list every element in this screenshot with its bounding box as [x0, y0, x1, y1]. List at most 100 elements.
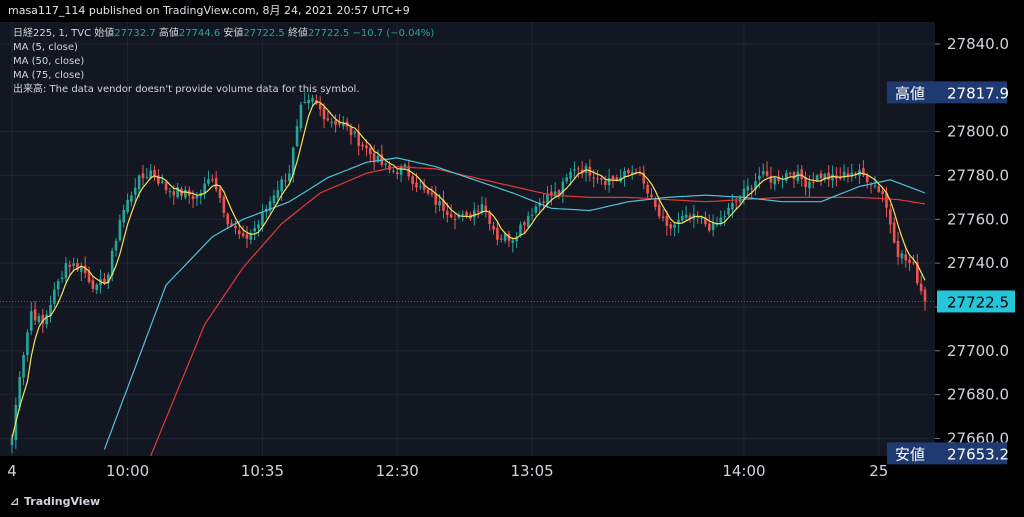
candle-body [476, 210, 480, 212]
candle-body [630, 171, 634, 174]
candle-body [261, 212, 264, 226]
candle-body [153, 169, 156, 178]
candle-body [550, 191, 553, 196]
candle-body [815, 175, 819, 181]
price-chart[interactable]: 27660.027680.027700.027720.027740.027760… [0, 22, 1024, 486]
candle-body [800, 169, 804, 180]
candle-body [334, 120, 337, 125]
candle-body [157, 175, 160, 184]
candle-body [472, 210, 476, 218]
candle-body [761, 171, 765, 175]
candle-body [881, 191, 884, 195]
candle-body [499, 238, 503, 240]
candle-body [854, 173, 857, 175]
candle-body [257, 224, 260, 229]
candle-body [538, 202, 542, 207]
candle-body [299, 104, 303, 129]
candle-body [295, 126, 299, 147]
candle-body [773, 177, 777, 185]
candle-body [569, 171, 572, 180]
candle-body [10, 438, 14, 446]
ma50-legend[interactable]: MA (50, close) [13, 56, 85, 67]
candle-body [218, 188, 222, 198]
candle-body [114, 240, 118, 251]
plot-area[interactable] [0, 22, 935, 456]
candle-body [819, 173, 823, 179]
candle-body [742, 188, 746, 199]
candle-body [372, 153, 376, 163]
candle-body [395, 172, 399, 175]
candle-body [434, 193, 438, 205]
candle-body [727, 207, 730, 215]
ma75-legend[interactable]: MA (75, close) [13, 70, 85, 81]
candle-body [804, 177, 807, 188]
candle-body [823, 173, 827, 181]
candle-body [889, 209, 892, 225]
candle-body [284, 180, 287, 182]
candle-body [669, 224, 673, 229]
candle-body [707, 223, 711, 231]
candle-body [145, 177, 149, 179]
candle-body [415, 182, 418, 188]
price-tag-label: 高値 [895, 84, 925, 102]
candle-body [900, 253, 904, 259]
candle-body [422, 184, 426, 190]
candle-body [230, 223, 233, 226]
candle-body [357, 132, 361, 146]
close-value: 27722.5 [307, 28, 350, 39]
candle-body [615, 177, 619, 180]
candle-body [122, 209, 126, 223]
candle-body [915, 261, 919, 284]
candle-body [184, 189, 187, 198]
candle-body [311, 98, 314, 102]
candle-body [873, 185, 877, 187]
change-value: −10.7 (−0.04%) [352, 28, 435, 39]
candle-body [449, 214, 453, 218]
y-tick-label: 27780.0 [947, 166, 1009, 184]
close-label: 終値 [287, 28, 308, 39]
last-price-tag [937, 290, 1015, 313]
candle-body [546, 193, 549, 205]
candle-body [484, 205, 488, 211]
candle-body [526, 215, 530, 227]
candle-body [711, 222, 715, 230]
candle-body [141, 173, 145, 179]
time-axis [0, 456, 935, 486]
candle-body [846, 173, 850, 177]
candle-body [557, 190, 561, 195]
candle-body [877, 186, 881, 192]
candle-body [869, 183, 873, 186]
candle-body [627, 169, 630, 173]
candle-body [688, 215, 692, 219]
candle-body [41, 314, 45, 324]
candle-body [195, 196, 199, 199]
candle-body [684, 214, 688, 218]
volume-note: 出来高: The data vendor doesn't provide vol… [13, 84, 360, 95]
candle-body [149, 170, 152, 179]
candle-body [338, 122, 341, 125]
candle-body [68, 264, 72, 268]
candle-body [118, 220, 122, 241]
ma5-legend[interactable]: MA (5, close) [13, 42, 78, 53]
price-tag [887, 442, 1007, 465]
candle-body [515, 236, 518, 242]
candle-body [330, 121, 334, 123]
candle-body [488, 212, 491, 225]
candle-body [368, 147, 372, 155]
candle-body [64, 263, 68, 279]
y-tick-label: 27700.0 [947, 342, 1009, 360]
candle-body [411, 176, 414, 184]
candle-body [453, 219, 457, 221]
price-tag-label: 安値 [895, 445, 925, 463]
candle-body [534, 206, 538, 213]
candle-body [908, 259, 911, 264]
candle-body [734, 201, 738, 203]
candle-body [673, 224, 676, 228]
price-tag-value: 27653.2 [947, 445, 1009, 463]
candle-body [912, 262, 915, 264]
candle-body [91, 280, 95, 289]
candle-body [226, 213, 230, 225]
x-tick-label: 25 [869, 462, 888, 480]
candle-body [214, 178, 218, 190]
tradingview-logo[interactable]: ⊿ TradingView [10, 495, 100, 508]
